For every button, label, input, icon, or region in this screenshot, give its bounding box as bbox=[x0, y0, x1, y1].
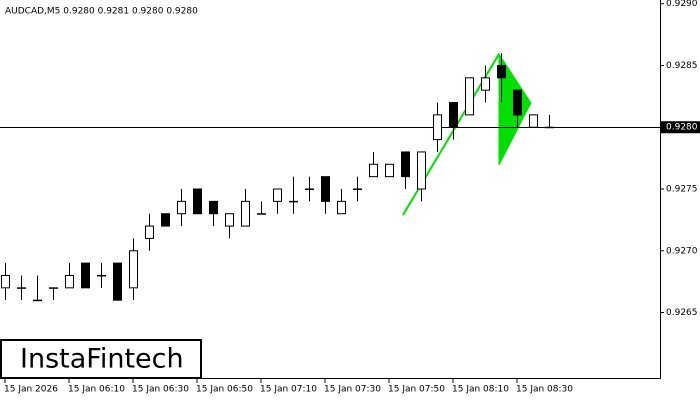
candle-body bbox=[81, 262, 90, 289]
candle-body bbox=[193, 188, 202, 215]
x-tick-label: 15 Jan 08:10 bbox=[452, 385, 509, 395]
y-tick-label: 0.9275 bbox=[666, 185, 698, 195]
candle-body bbox=[113, 262, 122, 301]
candle-body bbox=[417, 151, 426, 190]
candle-body bbox=[481, 77, 490, 91]
x-tick-label: 15 Jan 2026 bbox=[4, 385, 58, 395]
x-tick-label: 15 Jan 07:30 bbox=[324, 385, 381, 395]
x-tick-label: 15 Jan 08:30 bbox=[516, 385, 573, 395]
candle-body bbox=[337, 200, 346, 215]
candle-body bbox=[369, 163, 378, 178]
candle-body bbox=[385, 163, 394, 178]
candle-body bbox=[545, 126, 554, 129]
candle-body bbox=[97, 274, 106, 277]
y-tick-label: 0.9270 bbox=[666, 246, 698, 256]
candle-body bbox=[353, 188, 362, 190]
current-price-label: 0.9280 bbox=[666, 123, 698, 133]
x-tick-label: 15 Jan 06:30 bbox=[132, 385, 189, 395]
candle-body bbox=[257, 213, 266, 215]
candle-body bbox=[513, 89, 522, 116]
candle-body bbox=[129, 250, 138, 289]
candle-body bbox=[33, 299, 42, 302]
chart-title: AUDCAD,M5 0.9280 0.9281 0.9280 0.9280 bbox=[5, 7, 198, 17]
candle-body bbox=[529, 114, 538, 128]
x-tick-label: 15 Jan 07:10 bbox=[260, 385, 317, 395]
y-tick-label: 0.9290 bbox=[666, 0, 698, 9]
candle-body bbox=[273, 188, 282, 202]
x-tick-label: 15 Jan 06:10 bbox=[68, 385, 125, 395]
x-tick-label: 15 Jan 07:50 bbox=[388, 385, 445, 395]
candle-body bbox=[209, 200, 218, 215]
candle-body bbox=[465, 77, 474, 116]
candle-body bbox=[289, 200, 298, 203]
y-tick-label: 0.9285 bbox=[666, 61, 698, 71]
candle-body bbox=[1, 274, 10, 289]
candle-body bbox=[161, 213, 170, 227]
candle-body bbox=[321, 176, 330, 202]
candle-body bbox=[65, 274, 74, 289]
candle-body bbox=[17, 287, 26, 289]
y-tick-label: 0.9265 bbox=[666, 308, 698, 318]
candle-body bbox=[401, 151, 410, 178]
candle-body bbox=[225, 213, 234, 227]
current-price-box bbox=[661, 121, 700, 134]
candle-body bbox=[145, 225, 154, 239]
logo-box bbox=[0, 339, 202, 379]
x-tick-label: 15 Jan 06:50 bbox=[196, 385, 253, 395]
candle-body bbox=[241, 200, 250, 227]
candle-body bbox=[433, 114, 442, 141]
candle-body bbox=[177, 200, 186, 215]
candle-body bbox=[497, 64, 506, 79]
candle-body bbox=[449, 102, 458, 128]
candle-body bbox=[49, 287, 58, 289]
candle-body bbox=[305, 188, 314, 190]
logo: InstaFintech bbox=[20, 344, 184, 375]
